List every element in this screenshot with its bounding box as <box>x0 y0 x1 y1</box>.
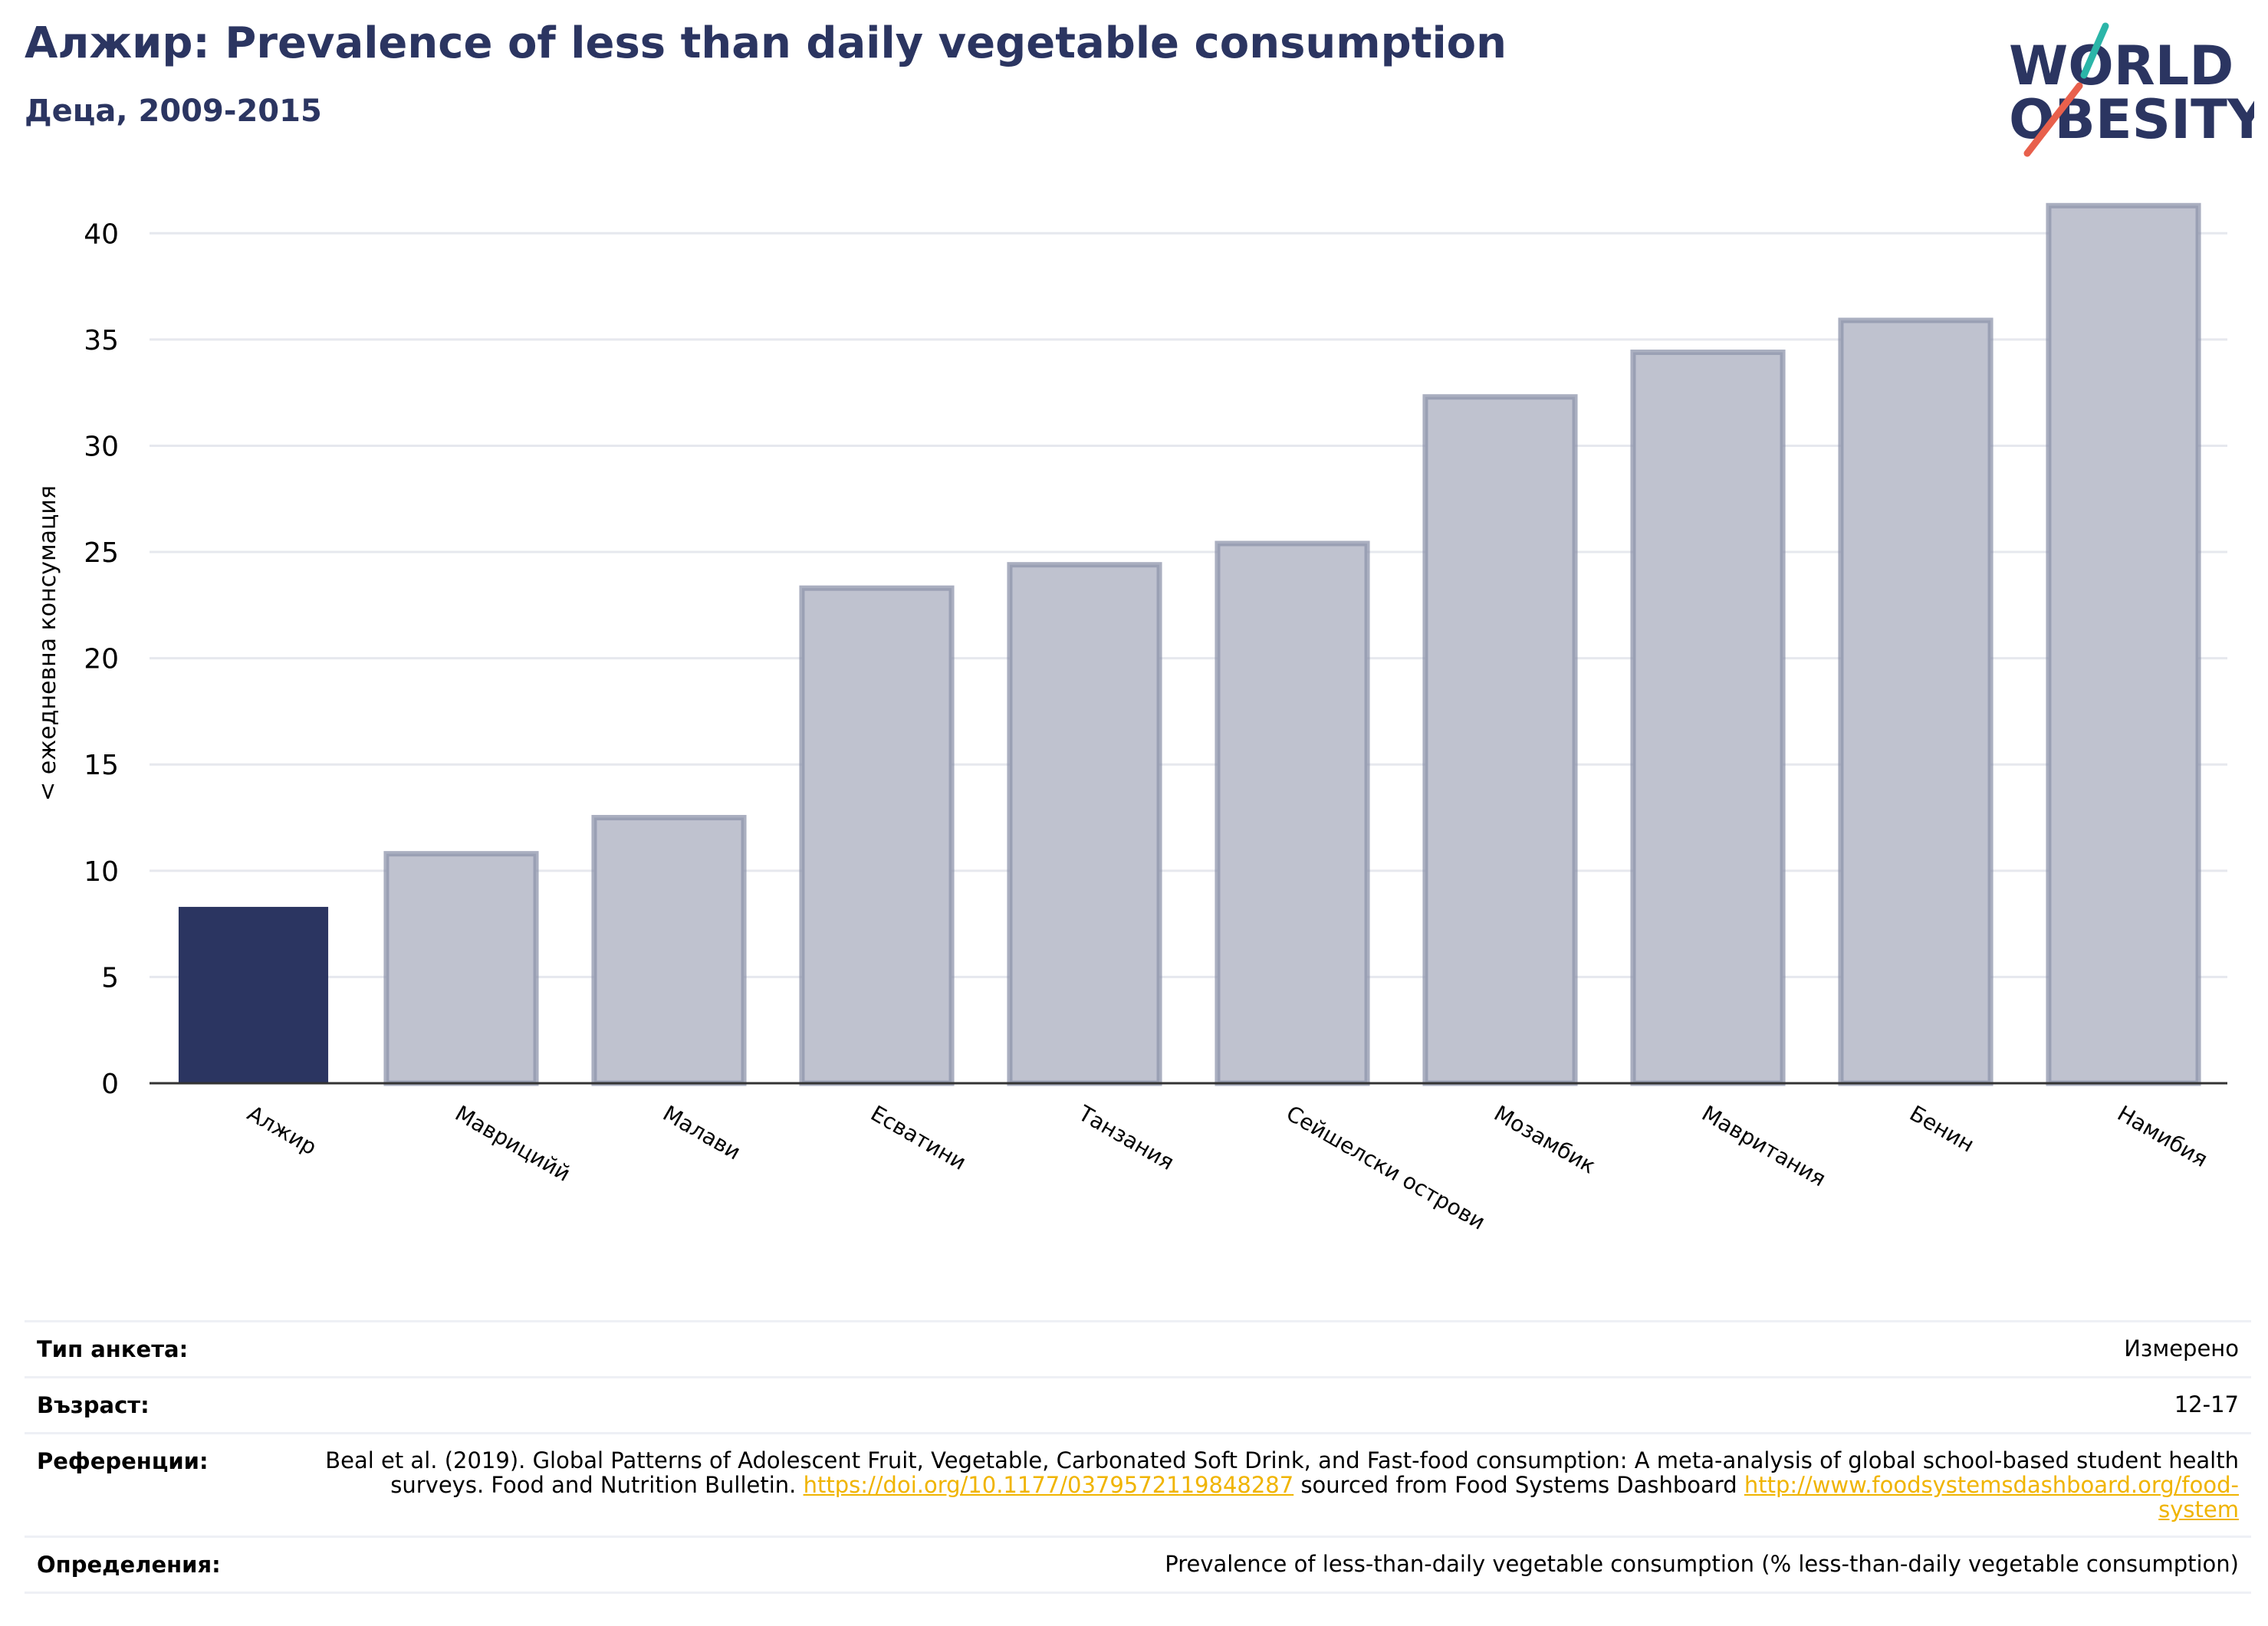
chart-subtitle: Деца, 2009-2015 <box>25 94 322 129</box>
x-tick-label: Танзания <box>1073 1100 1178 1175</box>
y-tick-label: 15 <box>84 750 119 781</box>
bar <box>1838 317 1994 1086</box>
meta-row-definitions: Определения: Prevalence of less-than-dai… <box>25 1536 2251 1594</box>
bar-chart: 0 5 10 15 20 25 30 35 40 < ежедневна консумация Ал… <box>35 202 2227 1235</box>
y-tick-label: 5 <box>101 962 119 994</box>
meta-row-references: Референции: Beal et al. (2019). Global P… <box>25 1432 2251 1536</box>
y-tick-label: 40 <box>84 218 119 250</box>
bar <box>591 815 747 1086</box>
x-tick-label: Мозамбик <box>1490 1100 1600 1178</box>
y-tick-label: 0 <box>101 1069 119 1100</box>
y-tick-label: 25 <box>84 537 119 569</box>
bar <box>1007 562 1162 1086</box>
bar <box>2046 202 2201 1086</box>
meta-label: Възраст: <box>37 1392 150 1418</box>
x-tick-label: Алжир <box>243 1100 321 1160</box>
x-tick-label: Намибия <box>2113 1100 2212 1172</box>
y-axis-label: < ежедневна консумация <box>35 485 61 801</box>
bar <box>1630 350 1786 1086</box>
bar <box>178 906 329 1083</box>
x-tick-label: Бенин <box>1905 1100 1979 1157</box>
y-tick-label: 10 <box>84 856 119 888</box>
bar <box>799 585 955 1086</box>
bar <box>383 851 539 1086</box>
x-tick-label: Есватини <box>866 1100 971 1174</box>
meta-value: 12-17 <box>2174 1391 2239 1417</box>
reference-source-text: sourced from Food Systems Dashboard <box>1300 1472 1737 1498</box>
meta-row-age: Възраст: 12-17 <box>25 1376 2251 1432</box>
x-tick-label: Маврицийй <box>451 1100 575 1186</box>
x-tick-label: Мавритания <box>1698 1100 1830 1191</box>
meta-value: Измерено <box>2124 1335 2239 1362</box>
x-tick-label: Сейшелски острови <box>1282 1100 1490 1234</box>
doi-link[interactable]: https://doi.org/10.1177/0379572119848287 <box>803 1472 1294 1498</box>
reference-text: Beal et al. (2019). Global Patterns of A… <box>325 1447 2239 1498</box>
meta-label: Референции: <box>37 1448 209 1474</box>
dashboard-link[interactable]: http://www.foodsystemsdashboard.org/food… <box>1744 1472 2239 1523</box>
meta-value: Prevalence of less-than-daily vegetable … <box>1165 1551 2239 1577</box>
y-tick-label: 35 <box>84 325 119 356</box>
bar <box>1215 540 1370 1086</box>
meta-label: Тип анкета: <box>37 1336 189 1362</box>
metadata-table: Тип анкета: Измерено Възраст: 12-17 Рефе… <box>25 1320 2251 1594</box>
logo-slash-bottom-icon <box>2023 82 2083 157</box>
logo-word-world: WORLD <box>2009 34 2233 97</box>
meta-value-references: Beal et al. (2019). Global Patterns of A… <box>322 1448 2239 1522</box>
logo-slash-top-icon <box>2080 22 2109 79</box>
meta-label: Определения: <box>37 1552 221 1578</box>
meta-row-survey-type: Тип анкета: Измерено <box>25 1320 2251 1376</box>
chart-title: Алжир: Prevalence of less than daily veg… <box>25 18 1507 68</box>
world-obesity-logo: WORLD OBESITY <box>2009 22 2254 157</box>
y-tick-label: 20 <box>84 644 119 675</box>
x-tick-label: Малави <box>659 1100 745 1164</box>
y-tick-label: 30 <box>84 431 119 462</box>
bar <box>1422 394 1578 1086</box>
